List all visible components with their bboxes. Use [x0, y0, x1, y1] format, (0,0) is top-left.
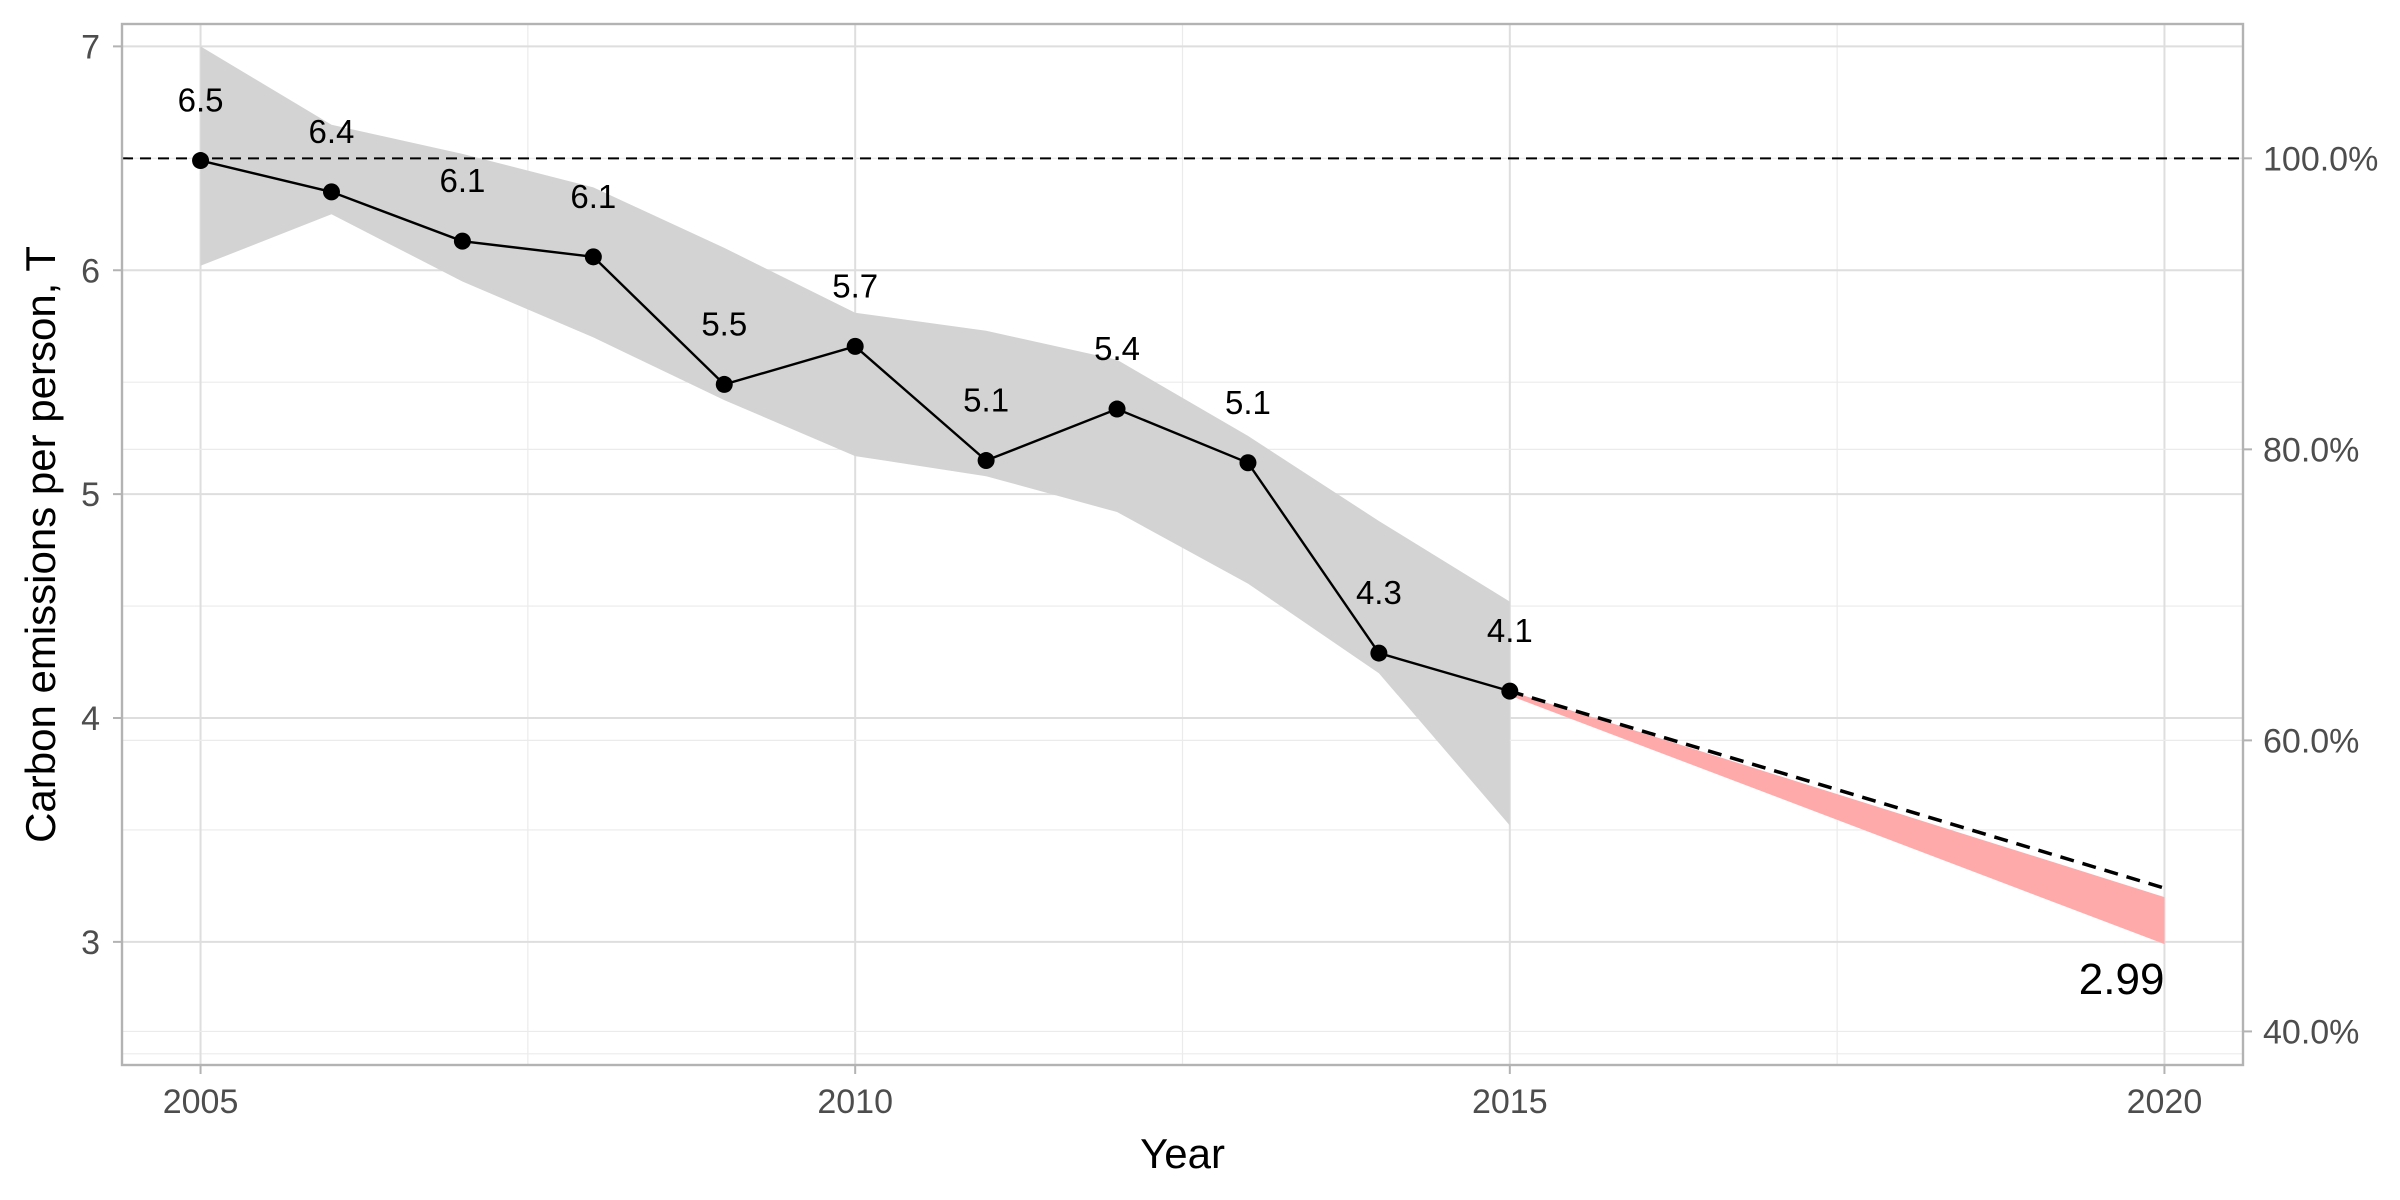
- data-label: 5.1: [1225, 384, 1271, 421]
- data-label: 5.5: [701, 305, 747, 342]
- data-point: [584, 248, 602, 266]
- confidence-band: [200, 46, 1510, 826]
- data-point: [1239, 454, 1257, 472]
- y-tick-label: 5: [81, 476, 100, 514]
- data-point: [977, 452, 995, 470]
- y-tick-label: 4: [81, 700, 100, 738]
- y-tick-label: 7: [81, 28, 100, 66]
- x-tick-label: 2005: [163, 1083, 239, 1121]
- data-label: 4.1: [1487, 612, 1533, 649]
- data-label: 6.4: [309, 113, 355, 150]
- data-point: [192, 152, 210, 170]
- y-tick-label: 3: [81, 924, 100, 962]
- data-point: [846, 337, 864, 355]
- y-tick-label: 6: [81, 252, 100, 290]
- y2-tick-label: 80.0%: [2263, 431, 2359, 469]
- data-point: [1501, 682, 1519, 700]
- data-point: [322, 183, 340, 201]
- y2-tick-label: 40.0%: [2263, 1013, 2359, 1051]
- y-axis-title: Carbon emissions per person, T: [17, 246, 64, 843]
- plot-border: [120, 22, 2245, 1067]
- data-label: 5.4: [1094, 330, 1140, 367]
- x-tick-label: 2010: [817, 1083, 893, 1121]
- data-label: 6.5: [178, 82, 224, 119]
- projection-band: [1509, 691, 2165, 945]
- y2-tick-label: 100.0%: [2263, 140, 2378, 178]
- data-label: 4.3: [1356, 574, 1402, 611]
- data-point: [1108, 400, 1126, 418]
- data-point: [453, 232, 471, 250]
- data-point: [1370, 644, 1388, 662]
- data-point: [715, 375, 733, 393]
- projection-end-label: 2.99: [2079, 955, 2165, 1004]
- data-label: 5.1: [963, 382, 1009, 419]
- data-label: 6.1: [570, 178, 616, 215]
- x-tick-label: 2015: [1472, 1083, 1548, 1121]
- data-label: 5.7: [832, 267, 878, 304]
- y2-tick-label: 60.0%: [2263, 722, 2359, 760]
- x-axis-title: Year: [1140, 1130, 1225, 1177]
- data-label: 6.1: [439, 162, 485, 199]
- x-tick-label: 2020: [2127, 1083, 2203, 1121]
